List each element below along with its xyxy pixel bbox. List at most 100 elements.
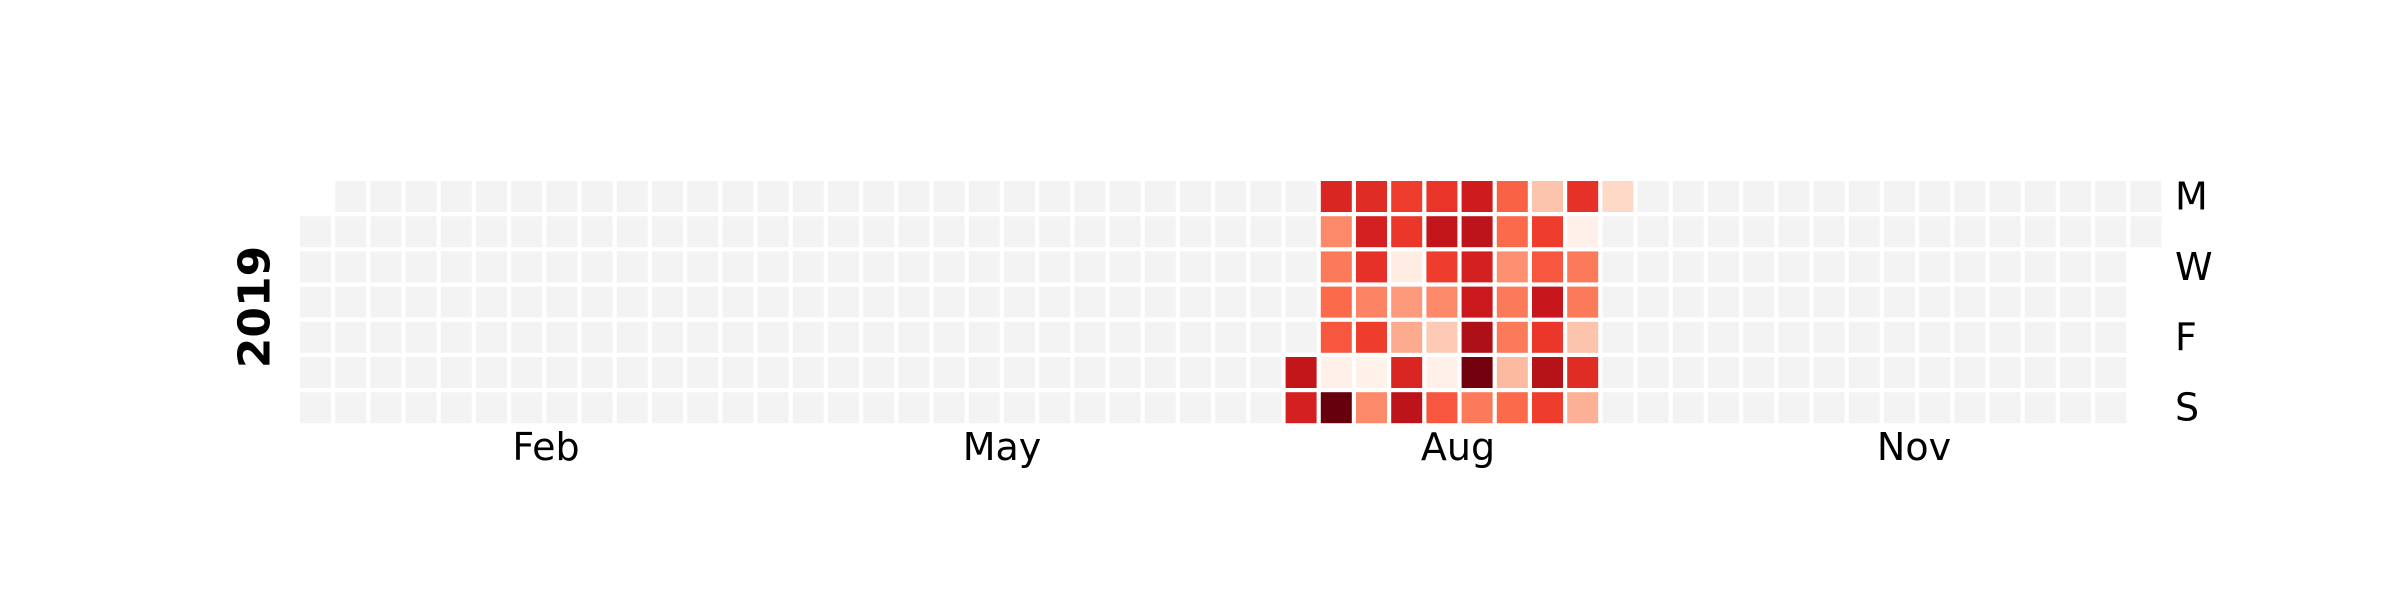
heatmap-cell-empty xyxy=(687,216,719,248)
heatmap-cell-empty xyxy=(300,251,331,283)
heatmap-cell-empty xyxy=(370,321,402,353)
heatmap-cell-empty xyxy=(1813,181,1845,212)
heatmap-cell-empty xyxy=(792,392,824,424)
heatmap-cell-empty xyxy=(616,216,648,248)
heatmap-cell-active xyxy=(1496,216,1528,248)
heatmap-cell-empty xyxy=(1919,357,1951,388)
heatmap-cell-empty xyxy=(440,321,472,353)
heatmap-cell-empty xyxy=(511,286,543,318)
heatmap-cell-empty xyxy=(2095,357,2127,388)
heatmap-cell-empty xyxy=(652,251,683,283)
heatmap-cell-active xyxy=(1356,181,1387,212)
heatmap-cell-empty xyxy=(968,251,1000,283)
heatmap-cell-empty xyxy=(1250,216,1282,248)
heatmap-cell-active xyxy=(1567,321,1599,353)
heatmap-cell-empty xyxy=(1989,286,2021,318)
heatmap-cell-empty xyxy=(546,286,578,318)
heatmap-cell-active xyxy=(1320,216,1352,248)
heatmap-cell-active xyxy=(1567,181,1599,212)
heatmap-cell-active xyxy=(1426,251,1458,283)
heatmap-cell-empty xyxy=(1285,216,1317,248)
heatmap-cell-empty xyxy=(405,392,437,424)
heatmap-cell-empty xyxy=(1602,357,1634,388)
heatmap-cell-empty xyxy=(968,216,1000,248)
heatmap-cell-active xyxy=(1532,392,1563,424)
heatmap-cell-empty xyxy=(405,251,437,283)
heatmap-cell-empty xyxy=(476,392,507,424)
heatmap-cell-empty xyxy=(335,251,367,283)
heatmap-cell-empty xyxy=(722,286,754,318)
heatmap-cell-empty xyxy=(1004,251,1035,283)
heatmap-cell-empty xyxy=(2095,392,2127,424)
heatmap-cell-active xyxy=(1567,286,1599,318)
heatmap-cell-empty xyxy=(1884,357,1915,388)
heatmap-cell-empty xyxy=(511,181,543,212)
heatmap-cell-empty xyxy=(828,357,859,388)
heatmap-cell-empty xyxy=(968,181,1000,212)
heatmap-cell-empty xyxy=(828,251,859,283)
heatmap-cell-empty xyxy=(1109,216,1141,248)
heatmap-cell-empty xyxy=(828,321,859,353)
heatmap-cell-active xyxy=(1461,216,1493,248)
heatmap-cell-empty xyxy=(1778,392,1810,424)
heatmap-cell-empty xyxy=(1602,321,1634,353)
heatmap-cell-empty xyxy=(898,216,930,248)
heatmap-cell-empty xyxy=(1778,321,1810,353)
heatmap-cell-empty xyxy=(757,392,789,424)
heatmap-cell-empty xyxy=(1884,216,1915,248)
heatmap-cell-empty xyxy=(2060,321,2091,353)
heatmap-cell-empty xyxy=(898,251,930,283)
heatmap-cell-empty xyxy=(1989,357,2021,388)
heatmap-cell-empty xyxy=(863,357,895,388)
heatmap-cell-empty xyxy=(1250,392,1282,424)
heatmap-cell-empty xyxy=(546,321,578,353)
heatmap-cell-active xyxy=(1391,216,1423,248)
heatmap-cell-empty xyxy=(300,357,331,388)
heatmap-cell-empty xyxy=(687,251,719,283)
heatmap-cell-empty xyxy=(1708,181,1739,212)
heatmap-cell-empty xyxy=(792,181,824,212)
heatmap-cell-active xyxy=(1532,357,1563,388)
heatmap-cell-empty xyxy=(1039,251,1071,283)
heatmap-cell-empty xyxy=(1074,216,1106,248)
heatmap-cell-empty xyxy=(1848,286,1880,318)
heatmap-cell-empty xyxy=(1250,286,1282,318)
heatmap-cell-empty xyxy=(1180,216,1211,248)
heatmap-cell-active xyxy=(1532,181,1563,212)
heatmap-cell-empty xyxy=(335,321,367,353)
heatmap-cell-active xyxy=(1567,251,1599,283)
heatmap-cell-empty xyxy=(687,321,719,353)
heatmap-cell-active xyxy=(1320,357,1352,388)
heatmap-cell-empty xyxy=(1672,251,1704,283)
heatmap-cell-active xyxy=(1567,357,1599,388)
heatmap-cell-empty xyxy=(1672,181,1704,212)
heatmap-cell-empty xyxy=(1672,216,1704,248)
heatmap-cell-empty xyxy=(1602,286,1634,318)
heatmap-cell-active xyxy=(1426,357,1458,388)
heatmap-cell-empty xyxy=(1285,286,1317,318)
heatmap-cell-empty xyxy=(1250,357,1282,388)
heatmap-cell-empty xyxy=(687,392,719,424)
heatmap-cell-active xyxy=(1391,321,1423,353)
heatmap-cell-empty xyxy=(2060,216,2091,248)
heatmap-cell-empty xyxy=(1919,216,1951,248)
month-label-feb: Feb xyxy=(512,425,579,469)
heatmap-cell-empty xyxy=(1039,181,1071,212)
heatmap-cell-empty xyxy=(1848,321,1880,353)
heatmap-cell-empty xyxy=(863,286,895,318)
heatmap-cell-empty xyxy=(581,216,613,248)
heatmap-cell-empty xyxy=(1848,357,1880,388)
heatmap-cell-empty xyxy=(440,357,472,388)
heatmap-cell-active xyxy=(1356,216,1387,248)
heatmap-cell-empty xyxy=(1743,392,1775,424)
heatmap-cell-empty xyxy=(546,216,578,248)
heatmap-cell-empty xyxy=(1285,251,1317,283)
heatmap-cell-empty xyxy=(1919,181,1951,212)
heatmap-cell-empty xyxy=(1884,251,1915,283)
heatmap-cell-empty xyxy=(1848,392,1880,424)
heatmap-cell-active xyxy=(1496,251,1528,283)
heatmap-cell-active xyxy=(1496,181,1528,212)
heatmap-cell-empty xyxy=(1180,181,1211,212)
heatmap-cell-empty xyxy=(1004,286,1035,318)
heatmap-cell-empty xyxy=(616,357,648,388)
